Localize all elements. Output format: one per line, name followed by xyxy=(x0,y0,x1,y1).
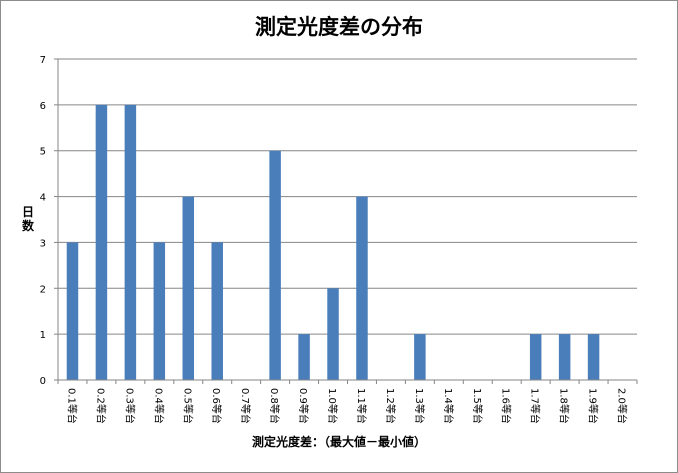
bar-0.3等台 xyxy=(124,104,137,380)
x-tick-label: 0.6等台 xyxy=(210,388,223,424)
bar-0.5等台 xyxy=(182,196,195,380)
bars xyxy=(66,104,600,380)
y-axis-title: 日数 xyxy=(22,205,35,233)
y-tick-label: 6 xyxy=(40,101,46,112)
y-tick-label: 1 xyxy=(40,330,46,341)
bar-1.8等台 xyxy=(558,334,571,380)
x-tick-label: 1.4等台 xyxy=(442,388,455,424)
x-tick-label: 1.1等台 xyxy=(355,388,368,424)
y-tick-label: 2 xyxy=(40,284,46,295)
bar-1.7等台 xyxy=(529,334,542,380)
bar-1.0等台 xyxy=(327,288,339,380)
y-tick-label: 7 xyxy=(40,55,46,66)
bar-1.3等台 xyxy=(414,334,426,380)
y-tick-label: 4 xyxy=(40,193,46,204)
bar-0.1等台 xyxy=(66,242,79,380)
x-tick-label: 1.7等台 xyxy=(529,388,542,424)
x-tick-label: 1.6等台 xyxy=(500,388,513,424)
y-tick-label: 5 xyxy=(40,147,46,158)
x-tick-label: 0.1等台 xyxy=(65,388,78,424)
bar-0.9等台 xyxy=(298,334,310,380)
x-tick-label: 1.2等台 xyxy=(384,388,397,424)
x-tick-label: 1.0等台 xyxy=(326,388,339,424)
x-axis-ticks: 0.1等台 0.2等台 0.3等台 0.4等台 0.5等台 0.6等台 0.7等台 0.8等台… xyxy=(57,379,638,424)
bar-1.1等台 xyxy=(356,196,368,380)
x-tick-label: 1.8等台 xyxy=(558,388,571,424)
x-tick-label: 1.3等台 xyxy=(413,388,426,424)
bar-0.4等台 xyxy=(153,242,166,380)
y-axis-title-text: 日数 xyxy=(22,205,35,233)
y-tick-label: 3 xyxy=(40,238,46,249)
x-tick-label: 1.9等台 xyxy=(587,388,600,424)
bar-1.9等台 xyxy=(587,334,600,380)
bar-0.6等台 xyxy=(211,242,223,380)
gridlines xyxy=(57,58,637,381)
x-tick-label: 0.9等台 xyxy=(297,388,310,424)
y-tick-label: 0 xyxy=(40,376,46,387)
x-axis-title: 測定光度差：（最大値－最小値） xyxy=(252,434,426,449)
bar-0.8等台 xyxy=(269,150,281,380)
chart-title: 測定光度差の分布 xyxy=(255,15,423,39)
x-tick-label: 0.8等台 xyxy=(268,388,281,424)
x-tick-label: 0.5等台 xyxy=(181,388,194,424)
x-tick-label: 0.7等台 xyxy=(239,388,252,424)
bar-0.2等台 xyxy=(95,104,108,380)
x-tick-label: 1.5等台 xyxy=(471,388,484,424)
x-tick-label: 2.0等台 xyxy=(616,388,629,424)
x-tick-label: 0.4等台 xyxy=(152,388,165,424)
y-axis-ticks: 0 1 2 3 4 5 6 7 xyxy=(40,55,58,387)
x-tick-label: 0.2等台 xyxy=(94,388,107,424)
x-tick-label: 0.3等台 xyxy=(123,388,136,424)
